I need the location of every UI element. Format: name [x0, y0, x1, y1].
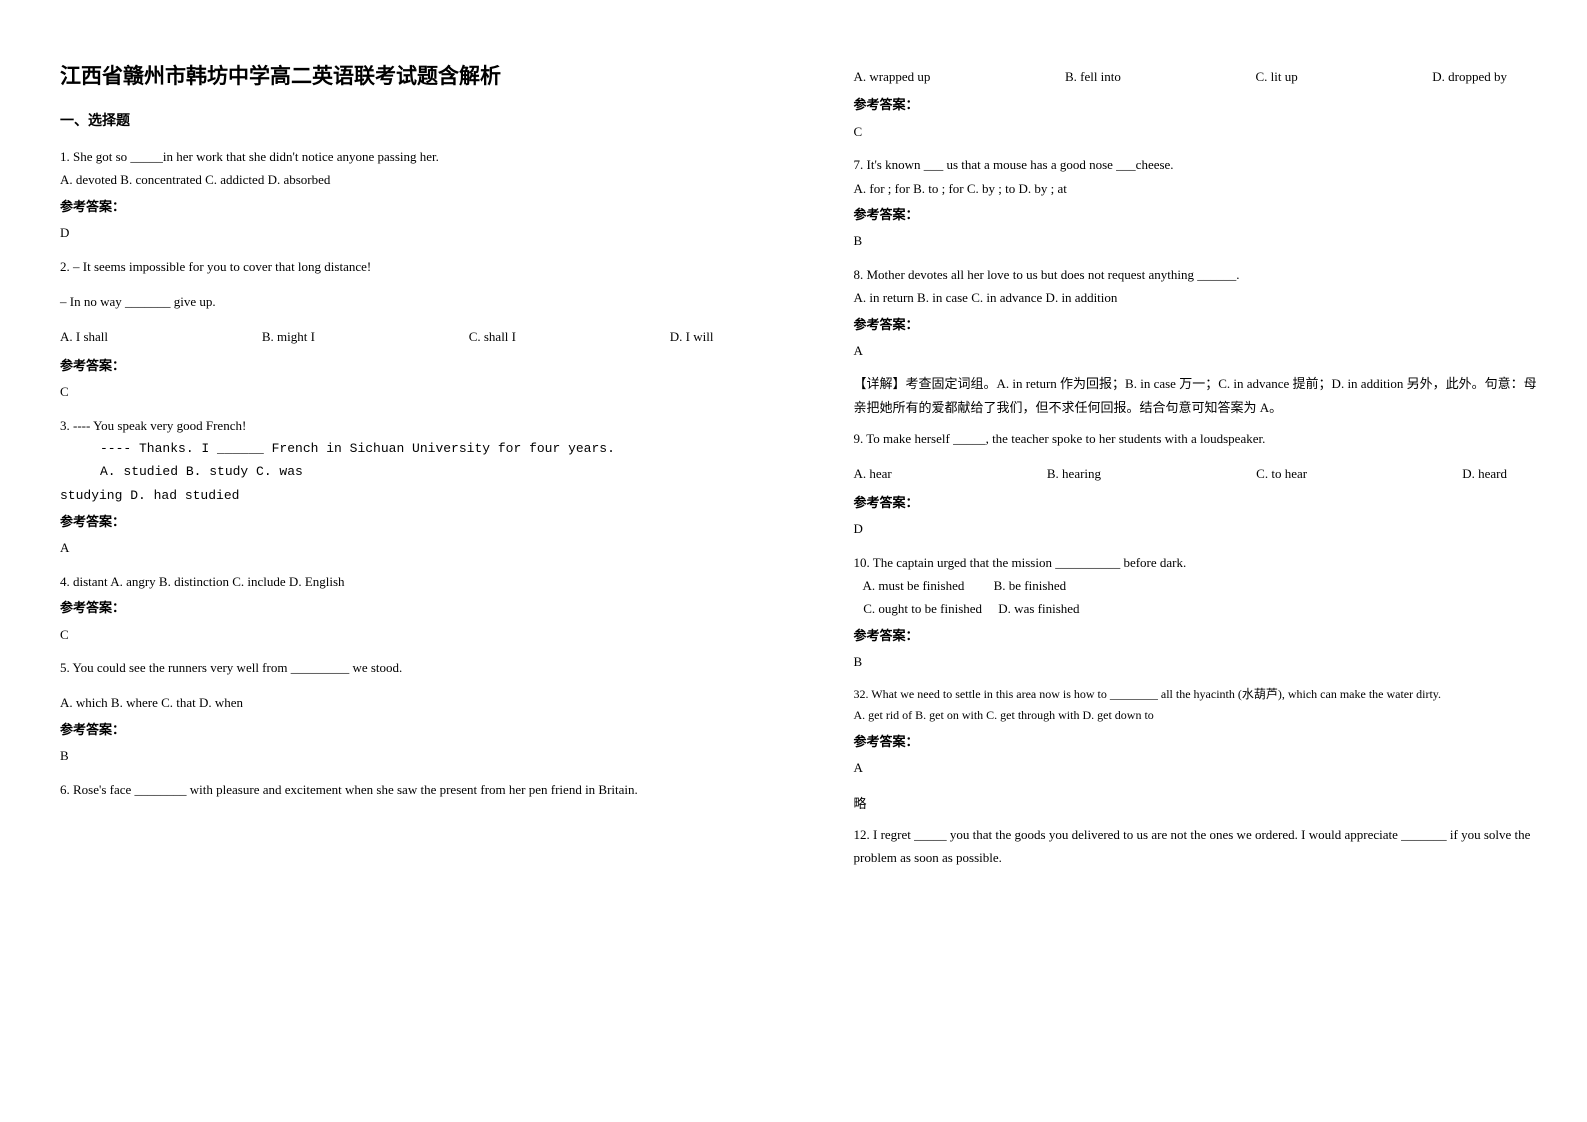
- q6-opt-a: A. wrapped up: [854, 65, 931, 88]
- answer-label: 参考答案：: [60, 195, 744, 218]
- q4-text: 4. distant A. angry B. distinction C. in…: [60, 570, 744, 593]
- q11-text: 32. What we need to settle in this area …: [854, 684, 1538, 706]
- q2-opt-b: B. might I: [262, 325, 315, 348]
- q9-answer: D: [854, 517, 1538, 540]
- answer-label: 参考答案：: [854, 203, 1538, 226]
- answer-label: 参考答案：: [854, 93, 1538, 116]
- q2-answer: C: [60, 380, 744, 403]
- question-8: 8. Mother devotes all her love to us but…: [854, 263, 1538, 419]
- q9-text: 9. To make herself _____, the teacher sp…: [854, 427, 1538, 450]
- q2-opt-c: C. shall I: [469, 325, 516, 348]
- right-column: A. wrapped up B. fell into C. lit up D. …: [794, 0, 1587, 1122]
- q9-opt-b: B. hearing: [1047, 462, 1101, 485]
- answer-label: 参考答案：: [60, 718, 744, 741]
- q9-opt-a: A. hear: [854, 462, 892, 485]
- question-5: 5. You could see the runners very well f…: [60, 656, 744, 768]
- answer-label: 参考答案：: [60, 596, 744, 619]
- q11-extra: 略: [854, 792, 1538, 815]
- q3-line2: ---- Thanks. I ______ French in Sichuan …: [60, 437, 744, 460]
- answer-label: 参考答案：: [854, 624, 1538, 647]
- q7-opts: A. for ; for B. to ; for C. by ; to D. b…: [854, 177, 1538, 200]
- q3-opts1: A. studied B. study C. was: [60, 460, 744, 483]
- q1-answer: D: [60, 221, 744, 244]
- q10-answer: B: [854, 650, 1538, 673]
- q9-options: A. hear B. hearing C. to hear D. heard: [854, 462, 1538, 485]
- q10-opts2: C. ought to be finished D. was finished: [854, 597, 1538, 620]
- q5-text: 5. You could see the runners very well f…: [60, 656, 744, 679]
- question-10: 10. The captain urged that the mission _…: [854, 551, 1538, 674]
- question-3: 3. ---- You speak very good French! ----…: [60, 414, 744, 560]
- question-12: 12. I regret _____ you that the goods yo…: [854, 823, 1538, 870]
- q11-answer: A: [854, 756, 1538, 779]
- q9-opt-c: C. to hear: [1256, 462, 1307, 485]
- question-6: 6. Rose's face ________ with pleasure an…: [60, 778, 744, 801]
- q2-opt-a: A. I shall: [60, 325, 108, 348]
- answer-label: 参考答案：: [854, 730, 1538, 753]
- q12-text: 12. I regret _____ you that the goods yo…: [854, 823, 1538, 870]
- question-4: 4. distant A. angry B. distinction C. in…: [60, 570, 744, 646]
- section-heading: 一、选择题: [60, 110, 744, 130]
- question-7: 7. It's known ___ us that a mouse has a …: [854, 153, 1538, 253]
- q5-opts: A. which B. where C. that D. when: [60, 691, 744, 714]
- left-column: 江西省赣州市韩坊中学高二英语联考试题含解析 一、选择题 1. She got s…: [0, 0, 794, 1122]
- q1-text: 1. She got so _____in her work that she …: [60, 145, 744, 168]
- q10-opts1: A. must be finished B. be finished: [854, 574, 1538, 597]
- q4-answer: C: [60, 623, 744, 646]
- q8-answer: A: [854, 339, 1538, 362]
- question-11: 32. What we need to settle in this area …: [854, 684, 1538, 815]
- page-title: 江西省赣州市韩坊中学高二英语联考试题含解析: [60, 60, 744, 90]
- q2-options: A. I shall B. might I C. shall I D. I wi…: [60, 325, 744, 348]
- q5-answer: B: [60, 744, 744, 767]
- q7-answer: B: [854, 229, 1538, 252]
- question-2: 2. – It seems impossible for you to cove…: [60, 255, 744, 404]
- question-9: 9. To make herself _____, the teacher sp…: [854, 427, 1538, 541]
- answer-label: 参考答案：: [60, 510, 744, 533]
- answer-label: 参考答案：: [854, 313, 1538, 336]
- q11-opts: A. get rid of B. get on with C. get thro…: [854, 705, 1538, 727]
- q6-answer: C: [854, 120, 1538, 143]
- q6-options: A. wrapped up B. fell into C. lit up D. …: [854, 65, 1538, 88]
- q8-opts: A. in return B. in case C. in advance D.…: [854, 286, 1538, 309]
- q3-opts2: studying D. had studied: [60, 484, 744, 507]
- q3-answer: A: [60, 536, 744, 559]
- q8-explain: 【详解】考查固定词组。A. in return 作为回报；B. in case …: [854, 372, 1538, 419]
- q9-opt-d: D. heard: [1462, 462, 1507, 485]
- q10-text: 10. The captain urged that the mission _…: [854, 551, 1538, 574]
- q1-options: A. devoted B. concentrated C. addicted D…: [60, 168, 744, 191]
- answer-label: 参考答案：: [854, 491, 1538, 514]
- q2-line1: 2. – It seems impossible for you to cove…: [60, 255, 744, 278]
- q3-line1: 3. ---- You speak very good French!: [60, 414, 744, 437]
- q2-opt-d: D. I will: [670, 325, 714, 348]
- question-6-cont: A. wrapped up B. fell into C. lit up D. …: [854, 65, 1538, 143]
- q6-opt-b: B. fell into: [1065, 65, 1121, 88]
- answer-label: 参考答案：: [60, 354, 744, 377]
- question-1: 1. She got so _____in her work that she …: [60, 145, 744, 245]
- q8-text: 8. Mother devotes all her love to us but…: [854, 263, 1538, 286]
- q6-opt-c: C. lit up: [1255, 65, 1297, 88]
- q6-text: 6. Rose's face ________ with pleasure an…: [60, 778, 744, 801]
- q7-text: 7. It's known ___ us that a mouse has a …: [854, 153, 1538, 176]
- q6-opt-d: D. dropped by: [1432, 65, 1507, 88]
- q2-line2: – In no way _______ give up.: [60, 290, 744, 313]
